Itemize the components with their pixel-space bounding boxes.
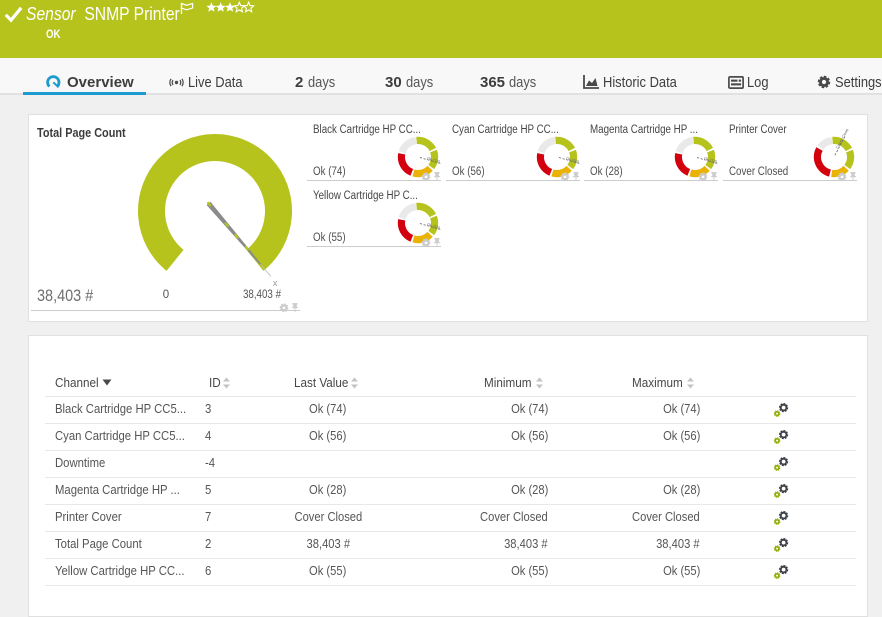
svg-text:x: x [273, 278, 278, 289]
